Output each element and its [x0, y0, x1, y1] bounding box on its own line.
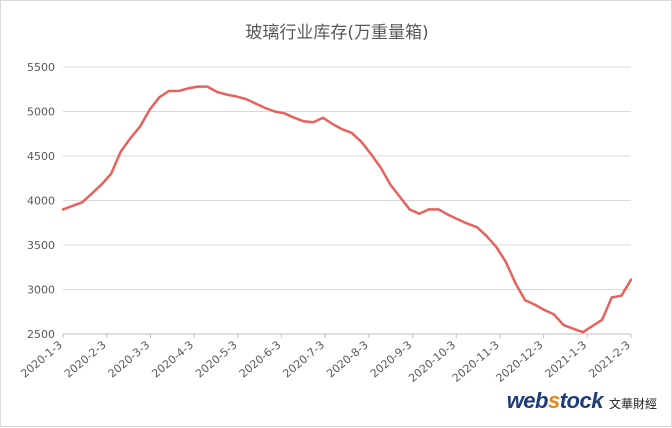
x-tick-label: 2020-4-3 — [149, 338, 196, 380]
x-tick-label: 2020-3-3 — [106, 338, 153, 380]
wenhua-logo: webstock 文華財經 — [507, 390, 657, 412]
y-tick-label: 5000 — [27, 106, 55, 119]
y-axis: 2500 3000 3500 4000 4500 5000 5500 — [27, 61, 55, 341]
x-tick-label: 2020-7-3 — [280, 338, 327, 380]
series-layer — [61, 85, 633, 334]
y-tick-label: 3500 — [27, 239, 55, 252]
y-tick-label: 3000 — [27, 284, 55, 297]
x-tick-label: 2020-6-3 — [237, 338, 284, 380]
x-tick-label: 2020-1-3 — [18, 338, 65, 380]
grid-lines — [63, 66, 631, 335]
x-axis: 2020-1-32020-2-32020-3-32020-4-32020-5-3… — [18, 334, 633, 385]
x-tick-label: 2021-1-3 — [543, 338, 590, 380]
x-tick-label: 2020-10-3 — [406, 338, 458, 385]
y-tick-label: 4000 — [27, 195, 55, 208]
y-tick-label: 5500 — [27, 61, 55, 74]
x-tick-label: 2020-8-3 — [324, 338, 371, 380]
webstock-logo-mark: webstock — [506, 388, 604, 413]
chart-title: 玻璃行业库存(万重量箱) — [245, 23, 428, 43]
x-tick-label: 2021-2-3 — [586, 338, 633, 380]
x-tick-label: 2020-5-3 — [193, 338, 240, 380]
logo-cn-text: 文華財經 — [608, 397, 657, 411]
x-tick-label: 2020-12-3 — [494, 338, 546, 385]
x-tick-label: 2020-11-3 — [450, 338, 502, 385]
y-tick-label: 2500 — [27, 328, 55, 341]
y-tick-label: 4500 — [27, 150, 55, 163]
x-tick-label: 2020-2-3 — [62, 338, 109, 380]
series-line-0 — [61, 85, 633, 334]
